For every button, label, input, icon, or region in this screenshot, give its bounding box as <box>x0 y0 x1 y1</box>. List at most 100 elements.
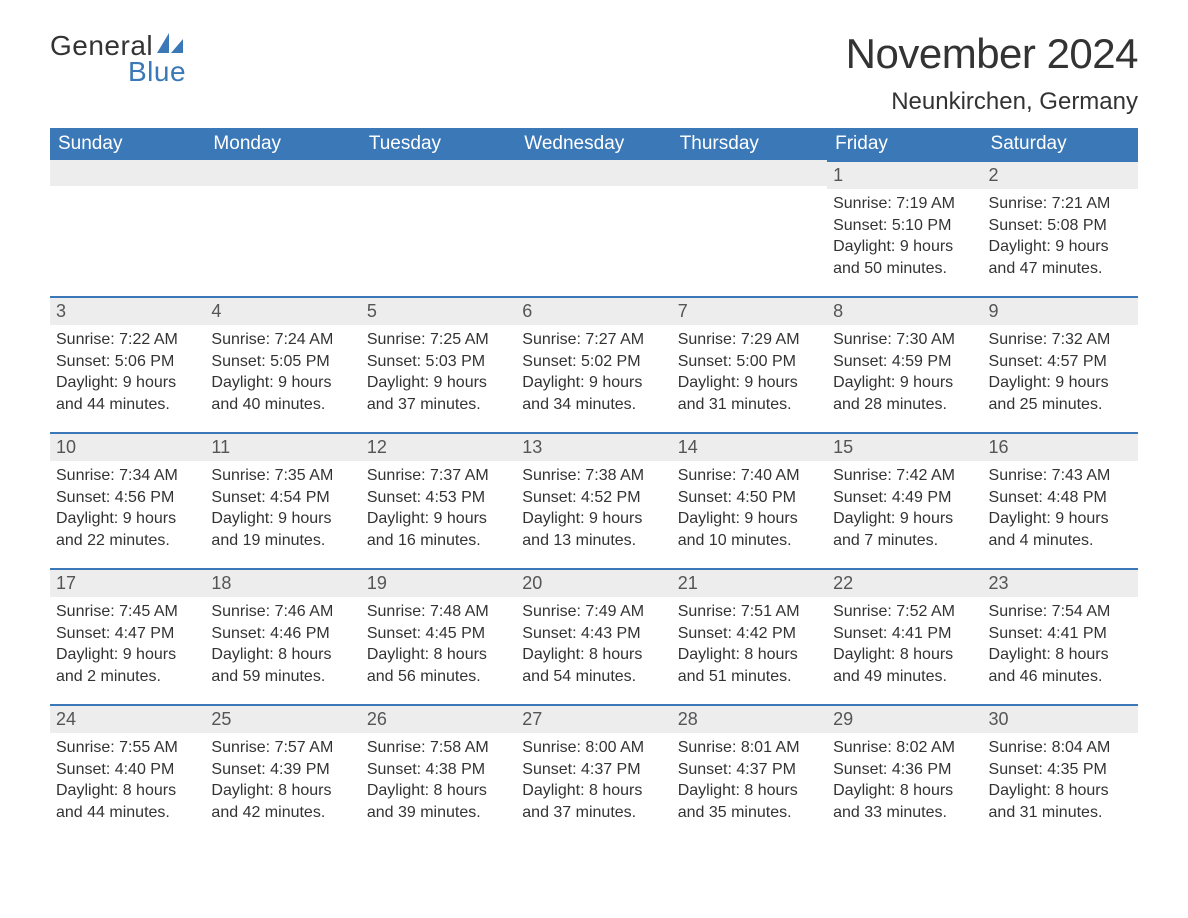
day-number: 4 <box>205 296 360 325</box>
daylight-line: Daylight: 9 hours and 28 minutes. <box>833 372 976 415</box>
calendar-cell: 26Sunrise: 7:58 AMSunset: 4:38 PMDayligh… <box>361 704 516 840</box>
sunset-label: Sunset: <box>211 353 270 370</box>
sunset-line: Sunset: 4:38 PM <box>367 759 510 781</box>
sunrise-line: Sunrise: 8:04 AM <box>989 737 1132 759</box>
sunrise-line: Sunrise: 7:42 AM <box>833 465 976 487</box>
day-cell: 23Sunrise: 7:54 AMSunset: 4:41 PMDayligh… <box>983 568 1138 704</box>
sunrise-value: 7:38 AM <box>585 467 644 484</box>
sunrise-value: 8:00 AM <box>585 739 644 756</box>
sunrise-line: Sunrise: 7:55 AM <box>56 737 199 759</box>
sunrise-label: Sunrise: <box>522 331 585 348</box>
day-body: Sunrise: 7:21 AMSunset: 5:08 PMDaylight:… <box>983 189 1138 283</box>
calendar-cell: 24Sunrise: 7:55 AMSunset: 4:40 PMDayligh… <box>50 704 205 840</box>
calendar-cell: 14Sunrise: 7:40 AMSunset: 4:50 PMDayligh… <box>672 432 827 568</box>
calendar-cell: 10Sunrise: 7:34 AMSunset: 4:56 PMDayligh… <box>50 432 205 568</box>
day-cell: 28Sunrise: 8:01 AMSunset: 4:37 PMDayligh… <box>672 704 827 840</box>
day-cell: 11Sunrise: 7:35 AMSunset: 4:54 PMDayligh… <box>205 432 360 568</box>
day-number: 11 <box>205 432 360 461</box>
sunset-line: Sunset: 4:40 PM <box>56 759 199 781</box>
sunset-value: 4:57 PM <box>1047 353 1107 370</box>
day-body: Sunrise: 7:55 AMSunset: 4:40 PMDaylight:… <box>50 733 205 827</box>
sunrise-line: Sunrise: 7:45 AM <box>56 601 199 623</box>
sunset-label: Sunset: <box>56 489 115 506</box>
sunset-label: Sunset: <box>522 625 581 642</box>
sunset-value: 5:03 PM <box>426 353 486 370</box>
daylight-line: Daylight: 8 hours and 42 minutes. <box>211 780 354 823</box>
calendar-cell: 15Sunrise: 7:42 AMSunset: 4:49 PMDayligh… <box>827 432 982 568</box>
sunrise-line: Sunrise: 7:54 AM <box>989 601 1132 623</box>
sunrise-value: 8:04 AM <box>1052 739 1111 756</box>
day-number: 20 <box>516 568 671 597</box>
sunset-value: 5:02 PM <box>581 353 641 370</box>
day-number: 16 <box>983 432 1138 461</box>
day-body: Sunrise: 8:00 AMSunset: 4:37 PMDaylight:… <box>516 733 671 827</box>
daylight-label: Daylight: <box>989 782 1056 799</box>
sunset-value: 4:56 PM <box>115 489 175 506</box>
sunrise-label: Sunrise: <box>56 467 119 484</box>
sunrise-value: 7:45 AM <box>119 603 178 620</box>
sunrise-line: Sunrise: 8:00 AM <box>522 737 665 759</box>
sunrise-label: Sunrise: <box>989 331 1052 348</box>
calendar-cell: 18Sunrise: 7:46 AMSunset: 4:46 PMDayligh… <box>205 568 360 704</box>
day-cell: 7Sunrise: 7:29 AMSunset: 5:00 PMDaylight… <box>672 296 827 432</box>
calendar-cell: 17Sunrise: 7:45 AMSunset: 4:47 PMDayligh… <box>50 568 205 704</box>
calendar-cell: 8Sunrise: 7:30 AMSunset: 4:59 PMDaylight… <box>827 296 982 432</box>
daylight-label: Daylight: <box>211 782 278 799</box>
sunset-value: 5:05 PM <box>270 353 330 370</box>
sunset-value: 5:06 PM <box>115 353 175 370</box>
calendar-cell: 30Sunrise: 8:04 AMSunset: 4:35 PMDayligh… <box>983 704 1138 840</box>
sunset-label: Sunset: <box>833 353 892 370</box>
sunrise-label: Sunrise: <box>833 195 896 212</box>
sunset-line: Sunset: 4:41 PM <box>989 623 1132 645</box>
daylight-label: Daylight: <box>367 782 434 799</box>
sunset-value: 4:37 PM <box>736 761 796 778</box>
day-body: Sunrise: 7:43 AMSunset: 4:48 PMDaylight:… <box>983 461 1138 555</box>
day-cell: 10Sunrise: 7:34 AMSunset: 4:56 PMDayligh… <box>50 432 205 568</box>
day-number: 2 <box>983 160 1138 189</box>
sunset-label: Sunset: <box>367 353 426 370</box>
empty-day-bar <box>672 160 827 186</box>
page-title: November 2024 <box>846 30 1138 78</box>
daylight-label: Daylight: <box>211 510 278 527</box>
sunset-label: Sunset: <box>833 489 892 506</box>
sunset-line: Sunset: 4:37 PM <box>522 759 665 781</box>
day-body: Sunrise: 8:04 AMSunset: 4:35 PMDaylight:… <box>983 733 1138 827</box>
sunrise-line: Sunrise: 7:19 AM <box>833 193 976 215</box>
day-number: 27 <box>516 704 671 733</box>
daylight-label: Daylight: <box>522 782 589 799</box>
daylight-label: Daylight: <box>678 646 745 663</box>
daylight-line: Daylight: 9 hours and 31 minutes. <box>678 372 821 415</box>
day-number: 13 <box>516 432 671 461</box>
sunset-label: Sunset: <box>678 625 737 642</box>
sunset-value: 4:36 PM <box>892 761 952 778</box>
daylight-label: Daylight: <box>211 646 278 663</box>
empty-day-bar <box>205 160 360 186</box>
sunrise-value: 7:40 AM <box>741 467 800 484</box>
sunrise-line: Sunrise: 7:40 AM <box>678 465 821 487</box>
sunrise-label: Sunrise: <box>833 739 896 756</box>
day-cell: 13Sunrise: 7:38 AMSunset: 4:52 PMDayligh… <box>516 432 671 568</box>
day-cell: 15Sunrise: 7:42 AMSunset: 4:49 PMDayligh… <box>827 432 982 568</box>
calendar-cell: 1Sunrise: 7:19 AMSunset: 5:10 PMDaylight… <box>827 160 982 296</box>
sunrise-label: Sunrise: <box>522 603 585 620</box>
logo-word-blue: Blue <box>128 56 186 88</box>
sunset-value: 5:00 PM <box>736 353 796 370</box>
sunrise-value: 7:25 AM <box>430 331 489 348</box>
sunset-line: Sunset: 4:49 PM <box>833 487 976 509</box>
day-cell: 4Sunrise: 7:24 AMSunset: 5:05 PMDaylight… <box>205 296 360 432</box>
sunrise-label: Sunrise: <box>367 467 430 484</box>
daylight-line: Daylight: 9 hours and 10 minutes. <box>678 508 821 551</box>
calendar-cell <box>672 160 827 296</box>
daylight-line: Daylight: 9 hours and 25 minutes. <box>989 372 1132 415</box>
sunrise-label: Sunrise: <box>211 331 274 348</box>
day-cell <box>50 160 205 296</box>
sunset-label: Sunset: <box>367 761 426 778</box>
day-cell: 22Sunrise: 7:52 AMSunset: 4:41 PMDayligh… <box>827 568 982 704</box>
day-number: 24 <box>50 704 205 733</box>
day-number: 28 <box>672 704 827 733</box>
daylight-label: Daylight: <box>833 782 900 799</box>
day-cell: 3Sunrise: 7:22 AMSunset: 5:06 PMDaylight… <box>50 296 205 432</box>
sunset-label: Sunset: <box>989 625 1048 642</box>
day-cell: 6Sunrise: 7:27 AMSunset: 5:02 PMDaylight… <box>516 296 671 432</box>
daylight-line: Daylight: 8 hours and 37 minutes. <box>522 780 665 823</box>
